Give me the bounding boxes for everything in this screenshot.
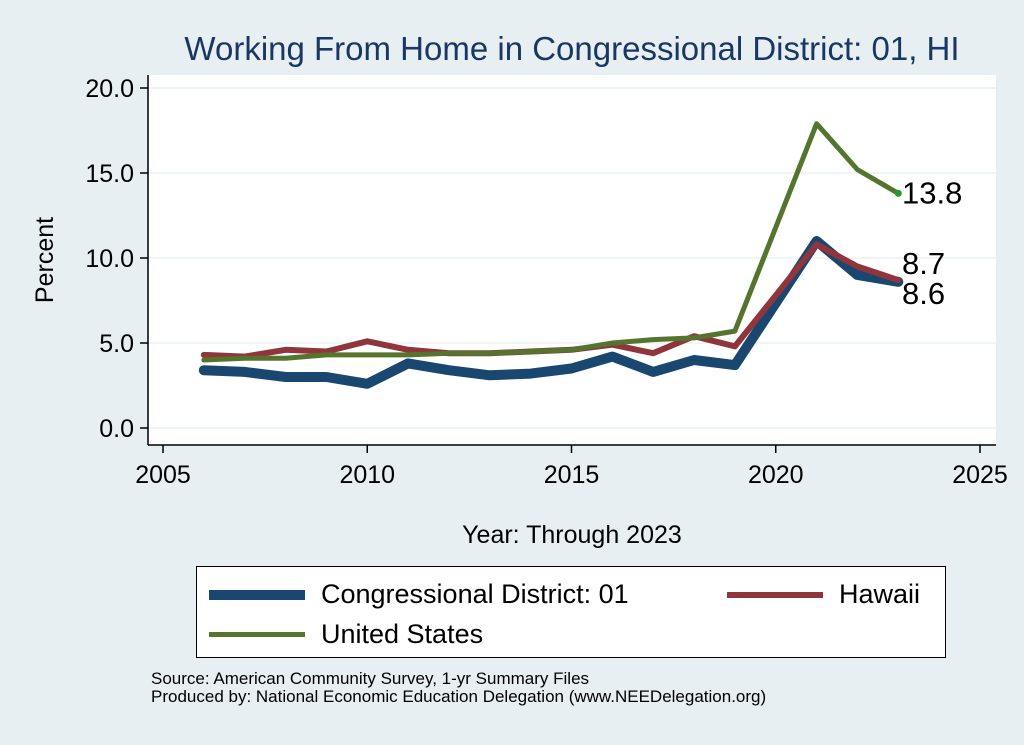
y-axis-label: Percent: [31, 217, 59, 303]
x-tick-label: 2015: [544, 461, 600, 489]
end-marker-united-states: [894, 189, 902, 197]
legend: Congressional District: 01 Hawaii United…: [196, 566, 946, 658]
series-line-district: [198, 236, 904, 389]
legend-label-hawaii: Hawaii: [839, 579, 921, 609]
y-tick-label: 10.0: [85, 245, 134, 273]
legend-swatch-united-states: [209, 632, 305, 637]
produced-by-line: Produced by: National Economic Education…: [151, 687, 767, 706]
legend-label-united-states: United States: [321, 619, 484, 649]
y-tick-label: 5.0: [99, 330, 134, 358]
end-label-united-states: 13.8: [902, 175, 962, 210]
legend-item-hawaii: Hawaii: [727, 579, 920, 610]
grid-lines: [148, 87, 996, 429]
source-line: Source: American Community Survey, 1-yr …: [151, 669, 590, 688]
end-label-district: 8.6: [902, 276, 945, 311]
end-labels: 8.68.7 13.8: [902, 175, 962, 310]
legend-swatch-hawaii: [727, 591, 823, 598]
x-tick-label: 2025: [952, 461, 1008, 489]
legend-item-district: Congressional District: 01: [209, 579, 629, 610]
axes: 0.0 5.0 10.0 15.0 20.0 2005 2010 2015 2020 2025: [85, 75, 1008, 489]
series-line-united-states: [201, 121, 901, 363]
legend-item-united-states: United States: [209, 619, 483, 650]
legend-swatch-district: [209, 589, 305, 600]
plot-area: [148, 75, 996, 445]
end-label-hawaii: 8.7: [902, 246, 945, 281]
source-note: Source: American Community Survey, 1-yr …: [151, 670, 766, 706]
y-tick-label: 15.0: [85, 160, 134, 188]
x-tick-label: 2005: [135, 461, 191, 489]
chart-title: Working From Home in Congressional Distr…: [184, 30, 959, 67]
x-tick-label: 2020: [748, 461, 804, 489]
series-lines: [198, 121, 904, 389]
y-tick-label: 20.0: [85, 75, 134, 103]
x-tick-label: 2010: [339, 461, 395, 489]
legend-label-district: Congressional District: 01: [321, 579, 629, 609]
y-tick-label: 0.0: [99, 415, 134, 443]
x-axis-label: Year: Through 2023: [462, 521, 682, 549]
